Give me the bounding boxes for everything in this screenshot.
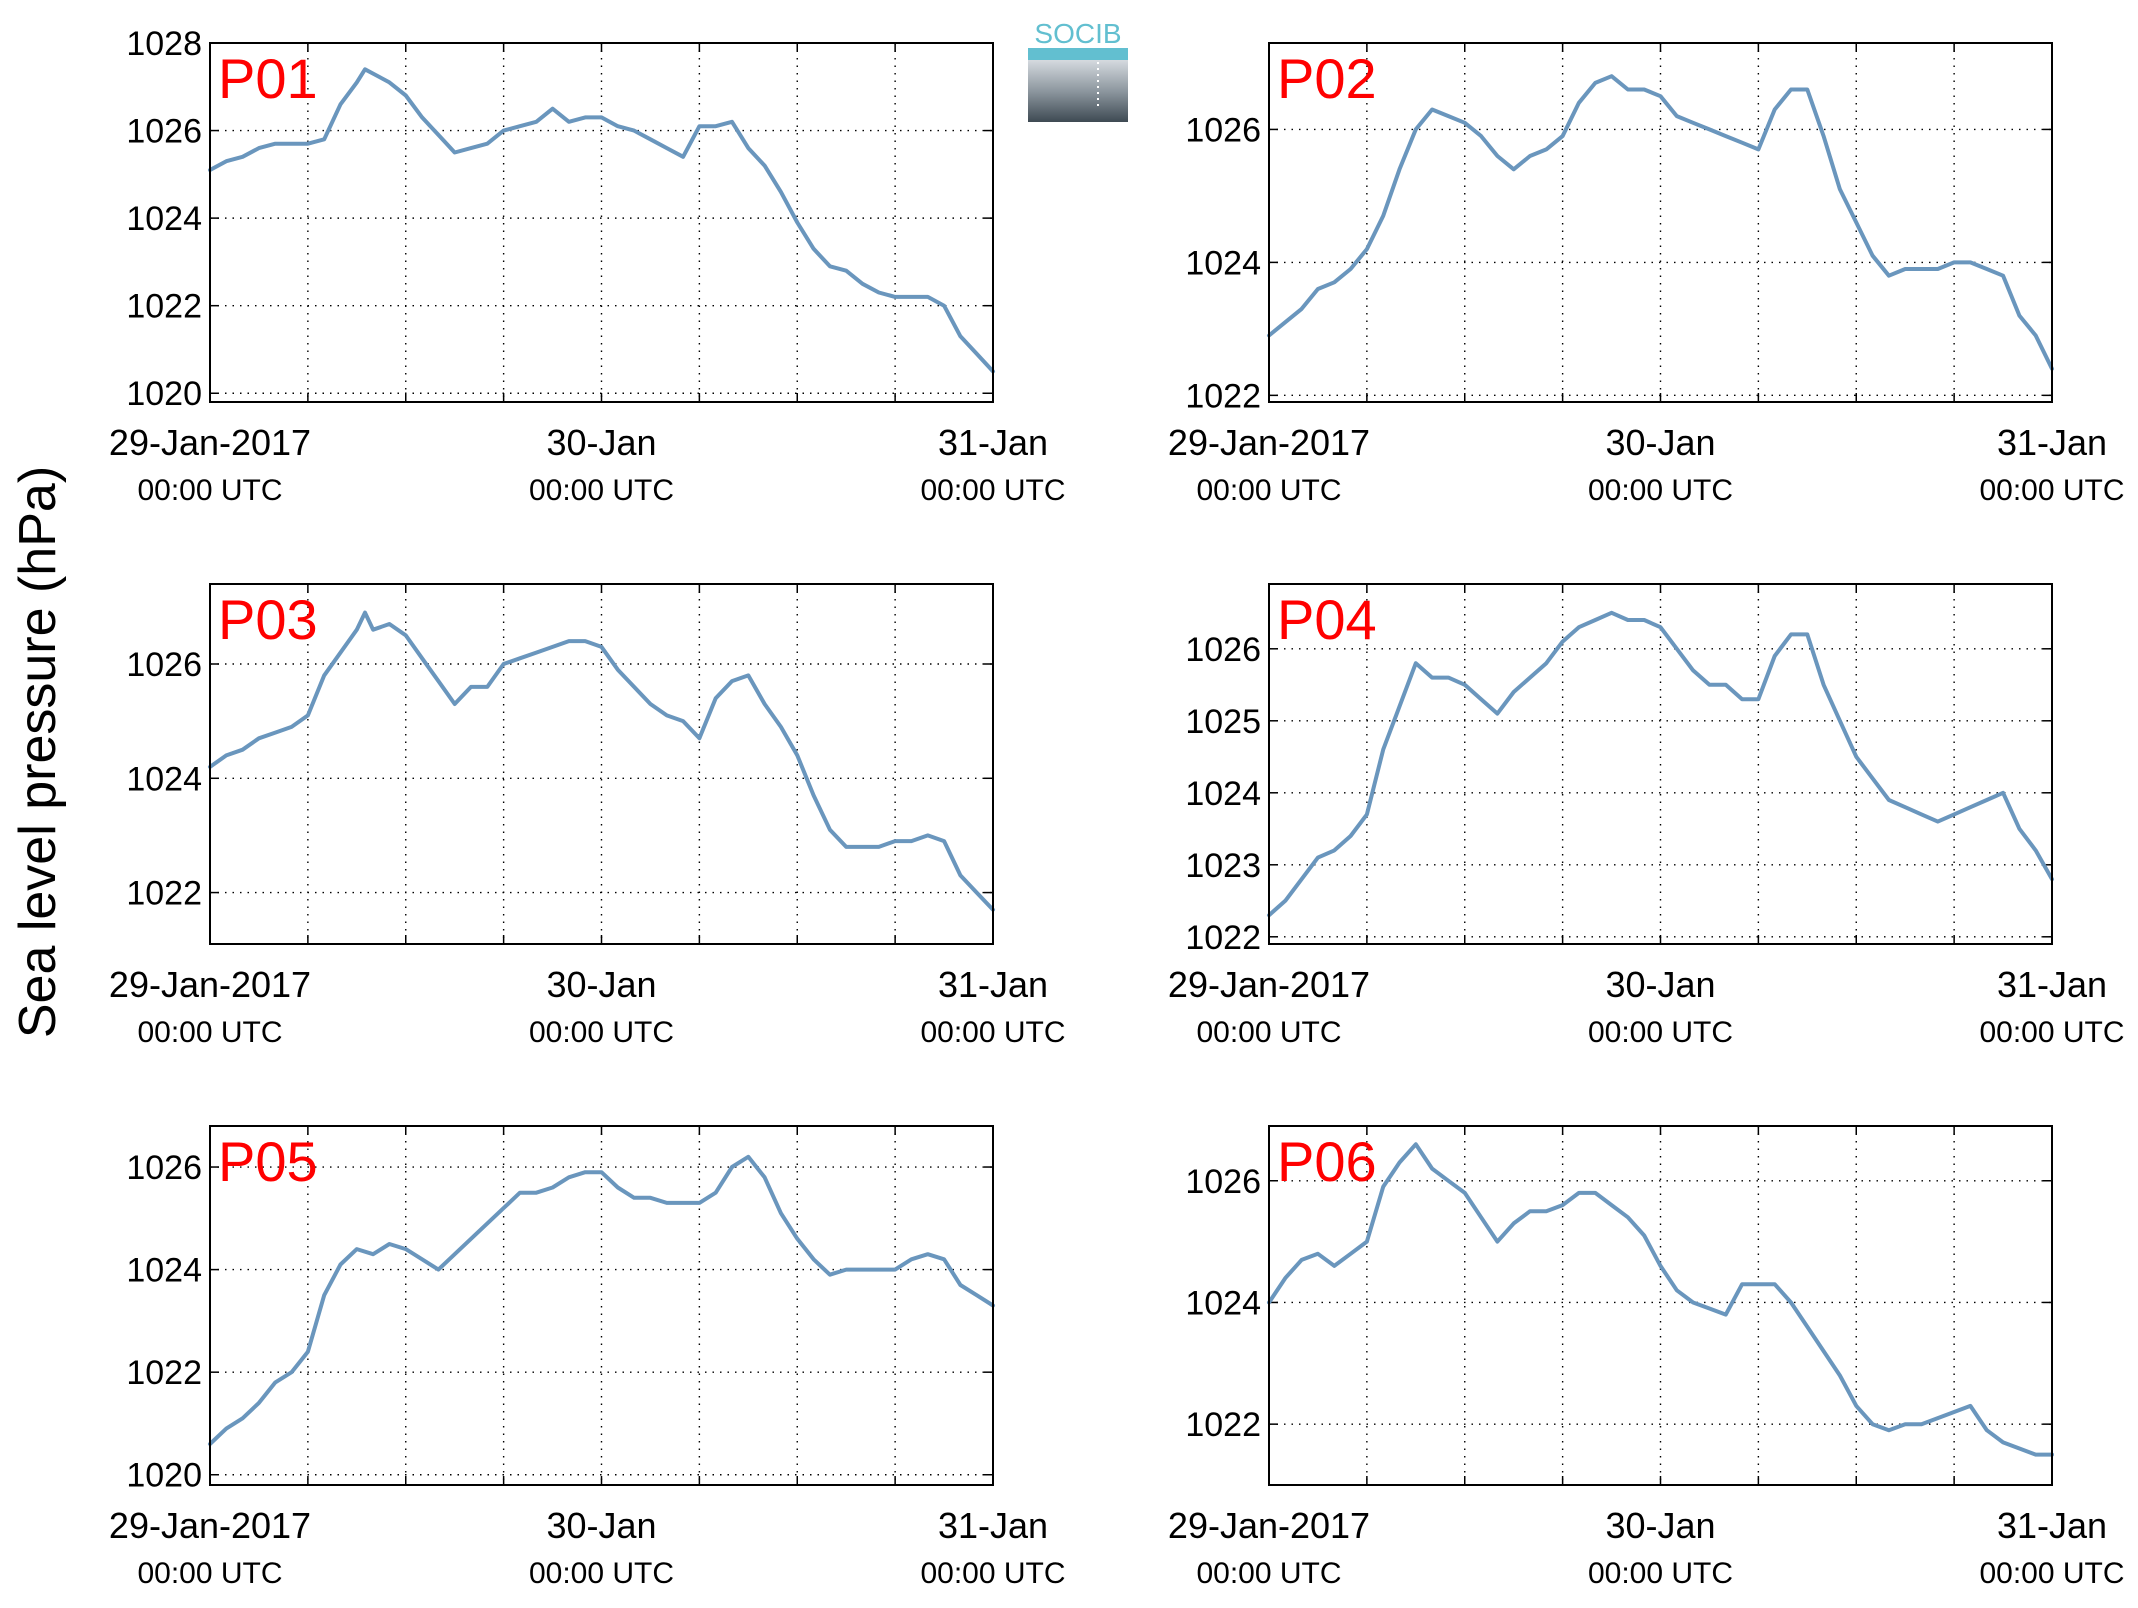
y-tick-label: 1026 <box>126 1149 202 1187</box>
x-tick-time-label: 00:00 UTC <box>1196 1557 1341 1590</box>
y-tick-label: 1026 <box>126 646 202 684</box>
axes-frame <box>1268 583 2053 945</box>
socib-logo-block <box>1028 60 1128 122</box>
y-tick-label: 1022 <box>1185 377 1261 415</box>
series-line-p05 <box>208 1154 995 1446</box>
series-line-p06 <box>1267 1142 2054 1457</box>
series-line-p02 <box>1267 74 2054 371</box>
x-tick-time-label: 00:00 UTC <box>529 1016 674 1049</box>
y-tick-label: 1026 <box>1185 1163 1261 1201</box>
y-tick-label: 1022 <box>1185 919 1261 957</box>
x-tick-time-label: 00:00 UTC <box>1588 1016 1733 1049</box>
x-tick-date-label: 31-Jan <box>1997 964 2107 1005</box>
x-tick-date-label: 30-Jan <box>1605 1505 1715 1546</box>
y-tick-label: 1022 <box>126 1354 202 1392</box>
x-tick-time-label: 00:00 UTC <box>1196 474 1341 507</box>
series-line-p04 <box>1267 610 2054 918</box>
y-tick-label: 1022 <box>1185 1406 1261 1444</box>
x-tick-date-label: 30-Jan <box>546 964 656 1005</box>
y-tick-label: 1026 <box>126 113 202 151</box>
x-tick-date-label: 30-Jan <box>1605 422 1715 463</box>
y-tick-label: 1020 <box>126 1457 202 1495</box>
panels-container: 1020 1022 1024 1026 1028 29-Jan-2017 00:00 UTC… <box>109 25 2125 1590</box>
panel-label-p05: P05 <box>218 1130 318 1193</box>
x-tick-time-label: 00:00 UTC <box>529 1557 674 1590</box>
axes-frame <box>209 1125 994 1486</box>
x-tick-time-label: 00:00 UTC <box>920 1557 1065 1590</box>
x-tick-time-label: 00:00 UTC <box>1588 474 1733 507</box>
x-tick-date-label: 29-Jan-2017 <box>109 964 311 1005</box>
y-tick-label: 1024 <box>126 1252 202 1290</box>
x-tick-time-label: 00:00 UTC <box>1979 1557 2124 1590</box>
x-tick-time-label: 00:00 UTC <box>1196 1016 1341 1049</box>
x-tick-date-label: 31-Jan <box>938 422 1048 463</box>
panel-label-p01: P01 <box>218 47 318 110</box>
panel-label-p02: P02 <box>1277 47 1377 110</box>
x-tick-date-label: 29-Jan-2017 <box>109 422 311 463</box>
x-tick-date-label: 29-Jan-2017 <box>109 1505 311 1546</box>
panel-label-p04: P04 <box>1277 588 1377 651</box>
x-tick-time-label: 00:00 UTC <box>1979 474 2124 507</box>
chart-panel-p04: 1022 1023 1024 1025 1026 29-Jan-2017 00:00 UTC… <box>1168 583 2125 1049</box>
x-tick-time-label: 00:00 UTC <box>529 474 674 507</box>
x-tick-date-label: 29-Jan-2017 <box>1168 422 1370 463</box>
axes-frame <box>1268 1125 2053 1486</box>
x-tick-date-label: 30-Jan <box>546 1505 656 1546</box>
x-tick-date-label: 31-Jan <box>938 964 1048 1005</box>
y-tick-label: 1022 <box>126 875 202 913</box>
panel-label-p06: P06 <box>1277 1130 1377 1193</box>
x-tick-time-label: 00:00 UTC <box>1588 1557 1733 1590</box>
y-tick-label: 1024 <box>126 200 202 238</box>
axes-frame <box>209 583 994 945</box>
y-tick-label: 1024 <box>1185 1284 1261 1322</box>
socib-logo: SOCIB <box>1028 18 1128 122</box>
y-tick-label: 1020 <box>126 375 202 413</box>
x-tick-time-label: 00:00 UTC <box>137 1557 282 1590</box>
socib-logo-band <box>1028 48 1128 60</box>
x-tick-date-label: 31-Jan <box>1997 1505 2107 1546</box>
x-tick-time-label: 00:00 UTC <box>920 1016 1065 1049</box>
chart-panel-p05: 1020 1022 1024 1026 29-Jan-2017 00:00 UTC 30-J… <box>109 1125 1066 1590</box>
y-tick-label: 1024 <box>1185 244 1261 282</box>
y-tick-label: 1023 <box>1185 847 1261 885</box>
x-tick-date-label: 30-Jan <box>546 422 656 463</box>
x-tick-date-label: 31-Jan <box>938 1505 1048 1546</box>
x-tick-date-label: 29-Jan-2017 <box>1168 1505 1370 1546</box>
y-tick-label: 1026 <box>1185 111 1261 149</box>
series-line-p03 <box>208 610 995 912</box>
y-tick-label: 1025 <box>1185 703 1261 741</box>
chart-panel-p01: 1020 1022 1024 1026 1028 29-Jan-2017 00:00 UTC… <box>109 25 1066 507</box>
x-tick-date-label: 31-Jan <box>1997 422 2107 463</box>
panel-label-p03: P03 <box>218 588 318 651</box>
axes-frame <box>209 42 994 403</box>
chart-panel-p06: 1022 1024 1026 29-Jan-2017 00:00 UTC 30-Jan 00… <box>1168 1125 2125 1590</box>
x-tick-time-label: 00:00 UTC <box>1979 1016 2124 1049</box>
socib-logo-text: SOCIB <box>1034 18 1121 49</box>
chart-panel-p02: 1022 1024 1026 29-Jan-2017 00:00 UTC 30-Jan 00… <box>1168 42 2125 507</box>
chart-panel-p03: 1022 1024 1026 29-Jan-2017 00:00 UTC 30-Jan 00… <box>109 583 1066 1049</box>
x-tick-date-label: 29-Jan-2017 <box>1168 964 1370 1005</box>
y-tick-label: 1022 <box>126 288 202 326</box>
y-tick-label: 1024 <box>126 760 202 798</box>
global-y-axis-label: Sea level pressure (hPa) <box>9 466 67 1038</box>
y-tick-label: 1028 <box>126 25 202 63</box>
x-tick-time-label: 00:00 UTC <box>920 474 1065 507</box>
y-tick-label: 1026 <box>1185 631 1261 669</box>
y-tick-label: 1024 <box>1185 775 1261 813</box>
x-tick-date-label: 30-Jan <box>1605 964 1715 1005</box>
axes-frame <box>1268 42 2053 403</box>
x-tick-time-label: 00:00 UTC <box>137 474 282 507</box>
series-line-p01 <box>208 67 995 374</box>
x-tick-time-label: 00:00 UTC <box>137 1016 282 1049</box>
